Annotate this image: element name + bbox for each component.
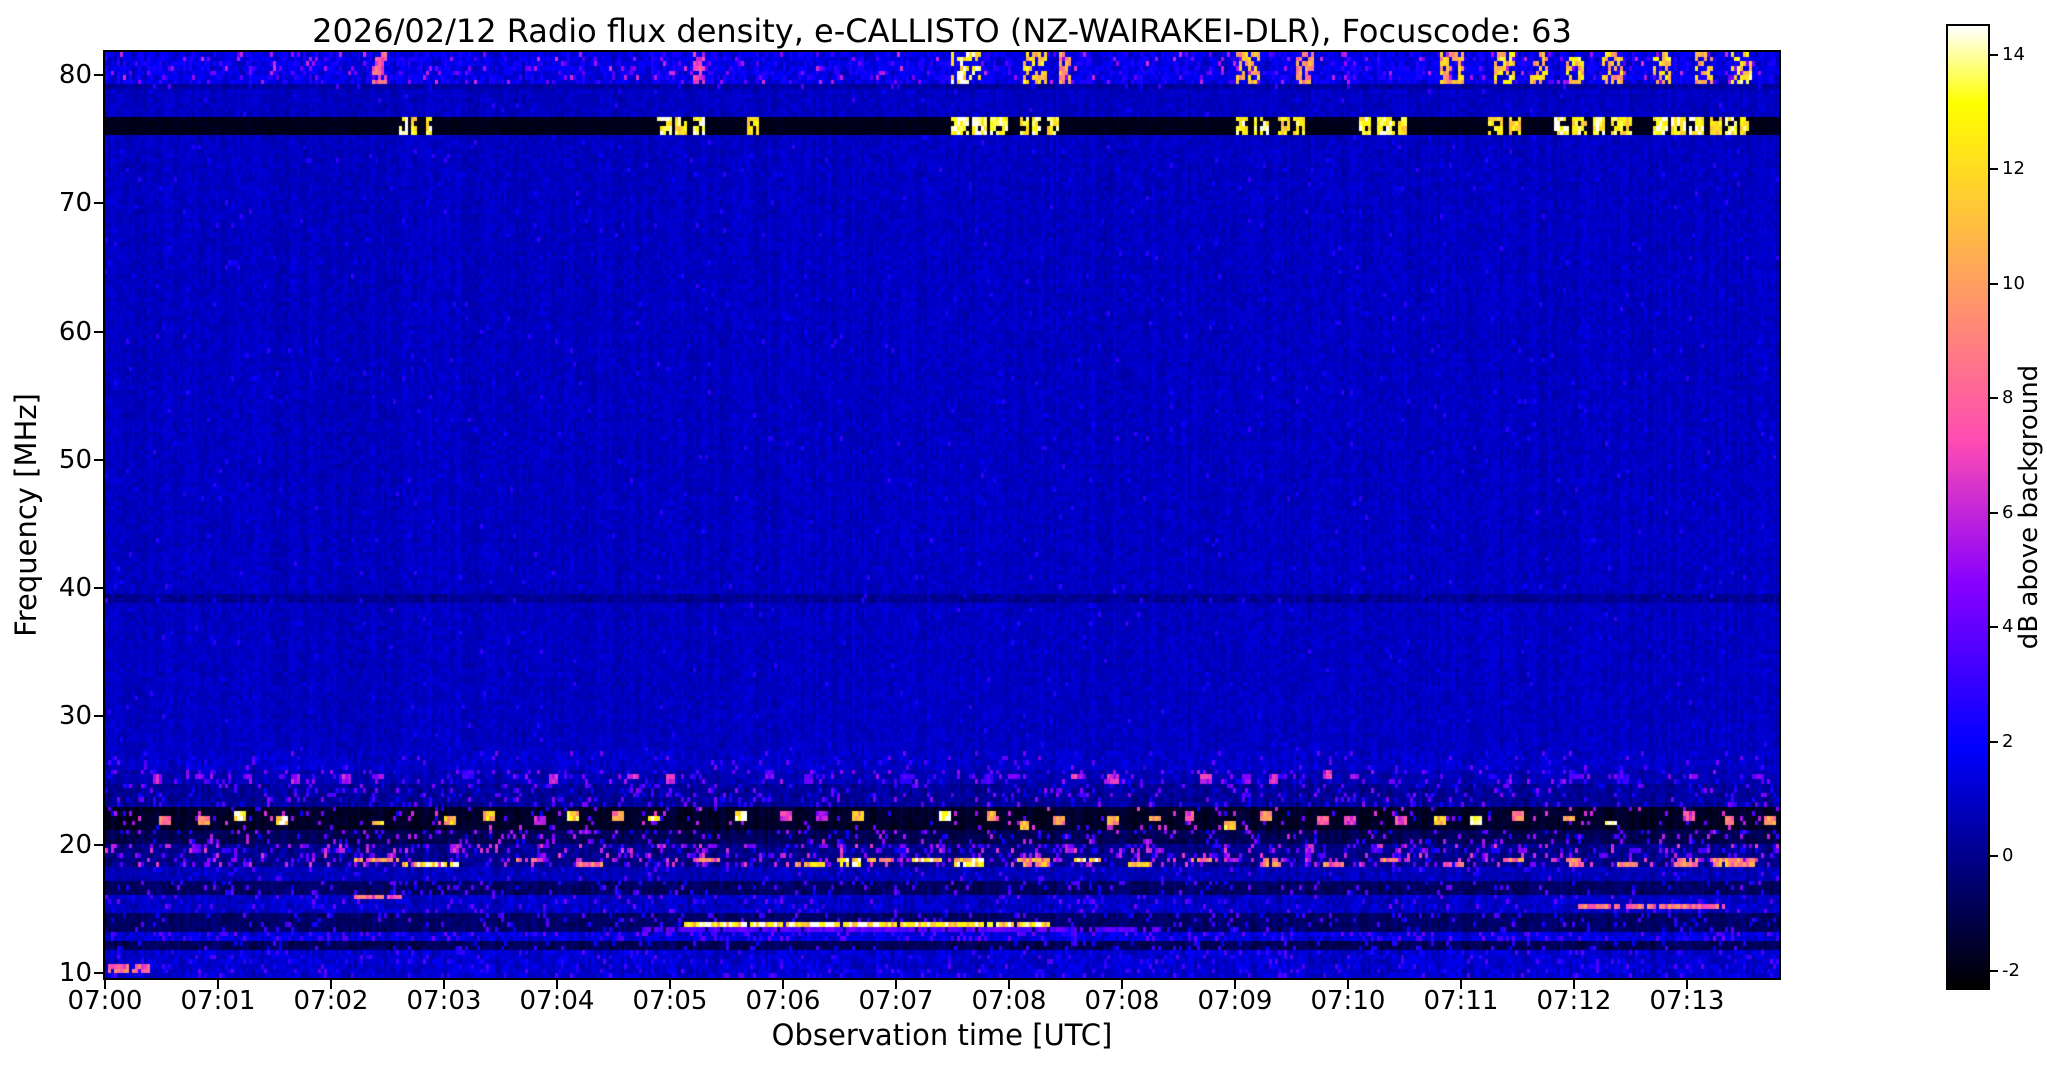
y-tick-mark: [94, 843, 103, 846]
colorbar-tick-mark: [1990, 53, 1998, 56]
x-tick-mark: [1120, 980, 1123, 989]
x-tick-label: 07:13: [1649, 986, 1725, 1016]
y-tick-mark: [94, 971, 103, 974]
colorbar: [1946, 24, 1990, 990]
y-tick-mark: [94, 587, 103, 590]
y-tick-mark: [94, 202, 103, 205]
x-tick-mark: [1685, 980, 1688, 989]
x-tick-mark: [329, 980, 332, 989]
x-tick-label: 07:02: [293, 986, 369, 1016]
x-tick-label: 07:01: [180, 986, 256, 1016]
colorbar-tick-mark: [1990, 626, 1998, 629]
x-tick-mark: [1572, 980, 1575, 989]
x-tick-mark: [104, 980, 106, 989]
x-tick-label: 07:06: [745, 986, 821, 1016]
colorbar-tick-label: 10: [2002, 272, 2025, 294]
x-tick-mark: [216, 980, 219, 989]
x-tick-label: 07:04: [519, 986, 595, 1016]
y-tick-label: 60: [58, 316, 92, 347]
x-tick-mark: [894, 980, 897, 989]
x-tick-label: 07:08: [1084, 986, 1160, 1016]
colorbar-tick-mark: [1990, 969, 1998, 972]
colorbar-tick-mark: [1990, 168, 1998, 171]
x-axis-label: Observation time [UTC]: [771, 1018, 1113, 1052]
x-tick-label: 07:08: [971, 986, 1047, 1016]
x-tick-mark: [1007, 980, 1010, 989]
x-tick-mark: [1459, 980, 1462, 989]
y-tick-label: 10: [58, 957, 92, 988]
x-tick-mark: [668, 980, 671, 989]
x-tick-label: 07:00: [67, 986, 143, 1016]
colorbar-tick-label: 4: [2002, 616, 2014, 638]
y-tick-label: 30: [58, 701, 92, 732]
x-tick-label: 07:10: [1310, 986, 1386, 1016]
colorbar-tick-label: 14: [2002, 43, 2025, 65]
y-tick-mark: [94, 330, 103, 333]
x-tick-mark: [555, 980, 558, 989]
y-tick-label: 50: [58, 444, 92, 475]
colorbar-canvas: [1948, 26, 1988, 988]
x-tick-label: 07:07: [858, 986, 934, 1016]
colorbar-tick-mark: [1990, 740, 1998, 743]
x-tick-label: 07:09: [1197, 986, 1273, 1016]
colorbar-tick-label: 2: [2002, 730, 2014, 752]
y-tick-mark: [94, 458, 103, 461]
colorbar-tick-label: -2: [2002, 959, 2020, 981]
x-tick-label: 07:12: [1536, 986, 1612, 1016]
colorbar-tick-mark: [1990, 282, 1998, 285]
x-tick-label: 07:05: [632, 986, 708, 1016]
plot-area: [103, 50, 1781, 980]
colorbar-tick-mark: [1990, 855, 1998, 858]
colorbar-tick-label: 12: [2002, 158, 2025, 180]
x-tick-mark: [781, 980, 784, 989]
x-tick-label: 07:03: [406, 986, 482, 1016]
x-tick-mark: [1346, 980, 1349, 989]
y-tick-label: 40: [58, 573, 92, 604]
colorbar-tick-label: 0: [2002, 845, 2014, 867]
colorbar-tick-mark: [1990, 397, 1998, 400]
x-tick-mark: [442, 980, 445, 989]
colorbar-tick-label: 6: [2002, 501, 2014, 523]
x-tick-label: 07:11: [1423, 986, 1499, 1016]
y-tick-label: 80: [58, 60, 92, 91]
y-tick-mark: [94, 74, 103, 77]
y-tick-label: 70: [58, 188, 92, 219]
y-tick-label: 20: [58, 829, 92, 860]
colorbar-tick-mark: [1990, 511, 1998, 514]
y-tick-mark: [94, 715, 103, 718]
x-tick-mark: [1233, 980, 1236, 989]
spectrogram-canvas: [105, 52, 1779, 978]
chart-title: 2026/02/12 Radio flux density, e-CALLIST…: [312, 12, 1572, 50]
colorbar-tick-label: 8: [2002, 387, 2014, 409]
